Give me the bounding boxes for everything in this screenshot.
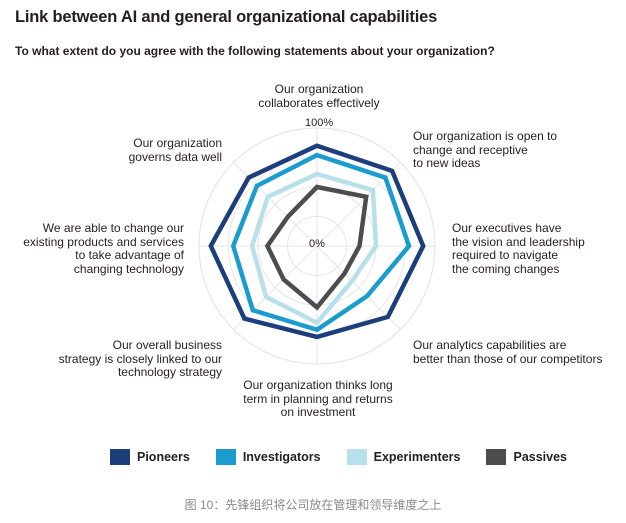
series-line-investigators bbox=[230, 152, 412, 333]
axis-label-collaborates: Our organization collaborates effectively bbox=[258, 82, 380, 110]
legend-label-passives: Passives bbox=[513, 450, 568, 464]
legend-swatch-experimenters bbox=[346, 449, 367, 465]
axis-label-business-strategy: Our overall business strategy is closely … bbox=[58, 338, 222, 379]
legend-label-pioneers: Pioneers bbox=[137, 450, 190, 464]
radar-spoke bbox=[233, 245, 318, 330]
legend-item-investigators: Investigators bbox=[215, 449, 321, 465]
chart-subtitle: To what extent do you agree with the fol… bbox=[15, 44, 495, 58]
tick-label-max: 100% bbox=[305, 117, 334, 129]
legend-item-pioneers: Pioneers bbox=[110, 449, 190, 465]
axis-label-analytics: Our analytics capabilities are better tha… bbox=[413, 338, 603, 366]
series-line-passives bbox=[264, 184, 369, 311]
legend-item-passives: Passives bbox=[486, 449, 567, 465]
tick-label-min: 0% bbox=[309, 238, 325, 250]
legend-swatch-passives bbox=[486, 449, 507, 465]
axis-label-executives-vision: Our executives have the vision and leader… bbox=[452, 221, 585, 276]
axis-label-long-term: Our organization thinks long term in plan… bbox=[243, 378, 393, 419]
axis-label-open-to-change: Our organization is open to change and re… bbox=[413, 129, 558, 170]
axis-label-governs-data: Our organization governs data well bbox=[128, 136, 222, 164]
axis-label-change-products: We are able to change our existing produc… bbox=[23, 221, 184, 276]
figure-caption: 图 10：先锋组织将公司放在管理和领导维度之上 bbox=[184, 498, 442, 512]
legend: Pioneers Investigators Experimenters Pas… bbox=[110, 447, 593, 467]
legend-swatch-pioneers bbox=[110, 449, 130, 465]
legend-label-investigators: Investigators bbox=[242, 450, 321, 464]
legend-item-experimenters: Experimenters bbox=[346, 449, 461, 465]
radar-chart bbox=[198, 127, 436, 365]
series-line-pioneers bbox=[208, 143, 426, 340]
chart-title: Link between AI and general organization… bbox=[15, 8, 438, 26]
legend-swatch-investigators bbox=[215, 449, 236, 465]
legend-label-experimenters: Experimenters bbox=[373, 450, 461, 464]
series-line-experimenters bbox=[249, 171, 379, 326]
